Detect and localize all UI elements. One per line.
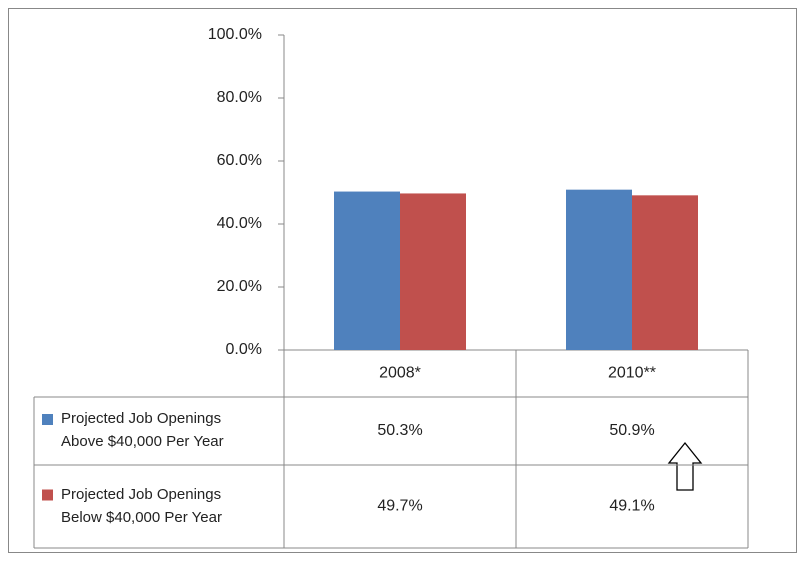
y-tick-label: 40.0% <box>217 215 262 232</box>
legend-label: Projected Job Openings Above $40,000 Per… <box>61 410 224 450</box>
bar <box>632 195 698 350</box>
legend-swatch <box>42 489 53 501</box>
y-tick-label: 100.0% <box>208 26 262 43</box>
y-tick-label: 20.0% <box>217 278 262 295</box>
bar <box>566 189 632 350</box>
bar <box>334 191 400 350</box>
x-tick-label: 2008* <box>379 365 421 382</box>
chart-border <box>8 8 797 553</box>
value-label: 50.3% <box>377 422 422 439</box>
y-tick-label: 80.0% <box>217 89 262 106</box>
y-tick-label: 0.0% <box>226 341 262 358</box>
bar <box>400 193 466 350</box>
legend-swatch <box>42 414 53 425</box>
y-tick-label: 60.0% <box>217 152 262 169</box>
value-label: 50.9% <box>609 422 654 439</box>
arrow-icon <box>667 441 703 491</box>
x-tick-label: 2010** <box>608 365 656 382</box>
value-label: 49.1% <box>609 498 654 515</box>
legend-label: Projected Job Openings Below $40,000 Per… <box>61 485 222 526</box>
value-label: 49.7% <box>377 498 422 515</box>
